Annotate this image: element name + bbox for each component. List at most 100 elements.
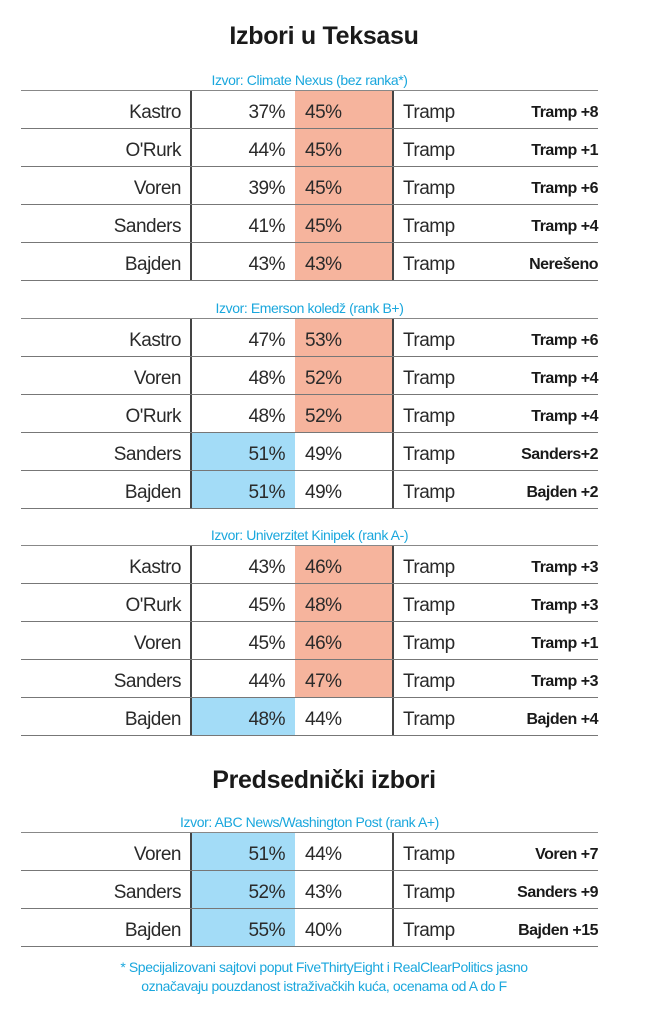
rep-highlight [295,395,393,432]
divider [392,871,394,908]
candidate-name: O'Rurk [125,140,181,161]
divider [190,622,192,659]
opponent-percent: 45% [305,102,342,123]
result-margin: Tramp +6 [531,332,598,349]
footnote-line-1: * Specijalizovani sajtovi poput FiveThir… [120,959,528,975]
result-margin: Tramp +4 [531,408,598,425]
candidate-percent: 37% [248,102,285,123]
rep-highlight [295,129,393,166]
candidate-name: Voren [133,633,182,654]
result-margin: Tramp +3 [531,559,598,576]
poll-table: Kastro 43% 46% Tramp Tramp +3 O'Rurk 45% 48% Tra… [21,545,599,736]
divider [392,622,394,659]
divider [190,319,192,356]
opponent-percent: 53% [305,330,342,351]
opponent-percent: 46% [305,557,342,578]
divider [392,660,394,697]
opponent-percent: 49% [305,444,342,465]
candidate-percent: 41% [248,216,285,237]
table-row: O'Rurk 45% 48% Tramp Tramp +3 [21,584,599,622]
result-margin: Tramp +4 [531,218,598,235]
result-margin: Tramp +3 [531,673,598,690]
source-label: Izvor: Univerzitet Kinipek (rank A-) [210,527,409,543]
opponent-percent: 44% [305,844,342,865]
divider [392,909,394,946]
candidate-name: Kastro [129,102,181,123]
rep-highlight [295,243,393,280]
candidate-percent: 55% [248,920,285,941]
divider [392,91,394,128]
opponent-name: Tramp [403,482,455,503]
result-margin: Tramp +6 [531,180,598,197]
title-texas: Izbori u Teksasu [229,22,419,50]
table-row: Bajden 43% 43% Tramp Nerešeno [21,243,599,281]
opponent-percent: 43% [305,882,342,903]
poll-table: Kastro 47% 53% Tramp Tramp +6 Voren 48% 52% Tram… [21,318,599,509]
result-margin: Bajden +4 [526,711,598,728]
candidate-percent: 45% [248,633,285,654]
candidate-name: Bajden [124,709,182,730]
footnote-line-2: označavaju pouzdanost istraživačkih kuća… [141,978,507,994]
rep-highlight [295,167,393,204]
divider [190,395,192,432]
opponent-percent: 48% [305,595,342,616]
candidate-name: Voren [133,844,182,865]
divider [392,584,394,621]
candidate-name: Sanders [113,882,182,903]
divider [190,584,192,621]
opponent-name: Tramp [403,920,455,941]
candidate-percent: 51% [248,444,285,465]
opponent-name: Tramp [403,178,455,199]
divider [190,833,192,870]
result-margin: Voren +7 [535,846,598,863]
result-margin: Tramp +1 [531,635,598,652]
candidate-name: Voren [133,368,182,389]
candidate-name: Bajden [124,920,182,941]
opponent-name: Tramp [403,102,455,123]
opponent-name: Tramp [403,844,455,865]
divider [190,546,192,583]
result-margin: Bajden +15 [518,922,598,939]
opponent-name: Tramp [403,671,455,692]
table-row: O'Rurk 44% 45% Tramp Tramp +1 [21,129,599,167]
divider [190,357,192,394]
opponent-name: Tramp [403,633,455,654]
divider [190,698,192,735]
divider [392,546,394,583]
divider [392,357,394,394]
divider [190,909,192,946]
table-row: Sanders 41% 45% Tramp Tramp +4 [21,205,599,243]
candidate-percent: 43% [248,254,285,275]
candidate-percent: 51% [248,844,285,865]
divider [190,471,192,508]
dem-highlight [191,433,295,470]
title-presidential: Predsednički izbori [212,766,436,794]
candidate-percent: 43% [248,557,285,578]
source-label: Izvor: Emerson koledž (rank B+) [215,300,404,316]
result-margin: Bajden +2 [526,484,598,501]
result-margin: Nerešeno [529,256,598,273]
rep-highlight [295,205,393,242]
source-label: Izvor: Climate Nexus (bez ranka*) [211,72,408,88]
divider [392,395,394,432]
table-row: Voren 51% 44% Tramp Voren +7 [21,833,599,871]
divider [392,129,394,166]
opponent-name: Tramp [403,709,455,730]
opponent-percent: 52% [305,406,342,427]
opponent-percent: 40% [305,920,342,941]
result-margin: Tramp +4 [531,370,598,387]
candidate-name: Bajden [124,254,182,275]
dem-highlight [191,909,295,946]
divider [190,91,192,128]
opponent-percent: 52% [305,368,342,389]
candidate-percent: 48% [248,406,285,427]
table-row: Bajden 55% 40% Tramp Bajden +15 [21,909,599,947]
candidate-name: Sanders [113,444,182,465]
opponent-percent: 47% [305,671,342,692]
opponent-name: Tramp [403,882,455,903]
divider [190,433,192,470]
table-row: Voren 39% 45% Tramp Tramp +6 [21,167,599,205]
table-row: O'Rurk 48% 52% Tramp Tramp +4 [21,395,599,433]
poll-table: Kastro 37% 45% Tramp Tramp +8 O'Rurk 44% 45% Tra… [21,90,599,281]
candidate-percent: 44% [248,671,285,692]
